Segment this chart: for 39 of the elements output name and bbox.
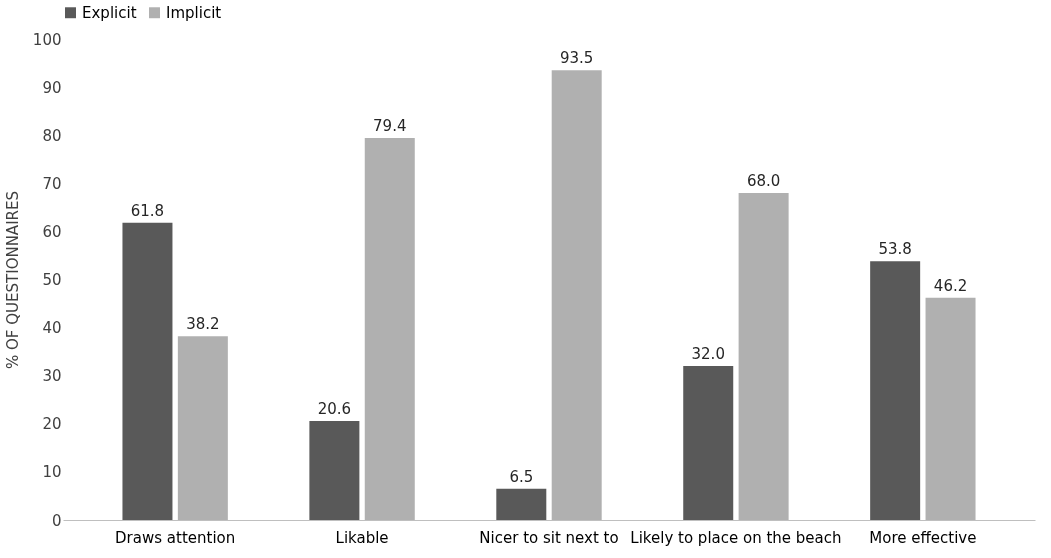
y-tick-label: 70 — [42, 174, 62, 193]
bar — [738, 192, 789, 520]
data-label: 79.4 — [373, 117, 407, 136]
data-label: 93.5 — [559, 49, 594, 68]
y-axis-title: % OF QUESTIONNAIRES — [3, 191, 22, 369]
bar — [870, 261, 921, 520]
y-tick-label: 0 — [51, 511, 62, 530]
bar — [496, 488, 547, 520]
bar — [364, 138, 415, 520]
y-tick-label: 20 — [42, 415, 62, 434]
data-label: 20.6 — [317, 399, 352, 418]
y-tick-label: 80 — [42, 126, 62, 145]
y-tick-label: 40 — [42, 319, 62, 338]
legend-label: Explicit — [82, 3, 137, 22]
data-label: 53.8 — [878, 240, 912, 259]
bar — [309, 420, 360, 520]
bar — [925, 297, 976, 520]
data-label: 68.0 — [746, 171, 781, 190]
x-tick-label: Likable — [335, 528, 389, 547]
y-tick-label: 30 — [42, 367, 62, 386]
bar — [551, 70, 602, 520]
y-tick-label: 60 — [42, 222, 62, 241]
x-tick-label: More effective — [869, 528, 977, 547]
x-tick-label: Likely to place on the beach — [630, 528, 842, 547]
data-label: 32.0 — [691, 345, 725, 364]
x-tick-label: Nicer to sit next to — [479, 528, 619, 547]
y-tick-label: 10 — [42, 463, 62, 482]
data-label: 6.5 — [509, 467, 534, 486]
bar — [177, 336, 228, 520]
x-tick-label: Draws attention — [115, 528, 236, 547]
y-tick-label: 50 — [42, 271, 62, 289]
data-label: 46.2 — [933, 276, 968, 295]
data-label: 38.2 — [186, 315, 220, 334]
legend-label: Implicit — [166, 3, 222, 22]
bar — [683, 366, 734, 520]
data-label: 61.8 — [130, 201, 165, 220]
y-tick-label: 100 — [32, 30, 62, 49]
bar — [122, 222, 173, 520]
y-tick-label: 90 — [42, 78, 62, 97]
